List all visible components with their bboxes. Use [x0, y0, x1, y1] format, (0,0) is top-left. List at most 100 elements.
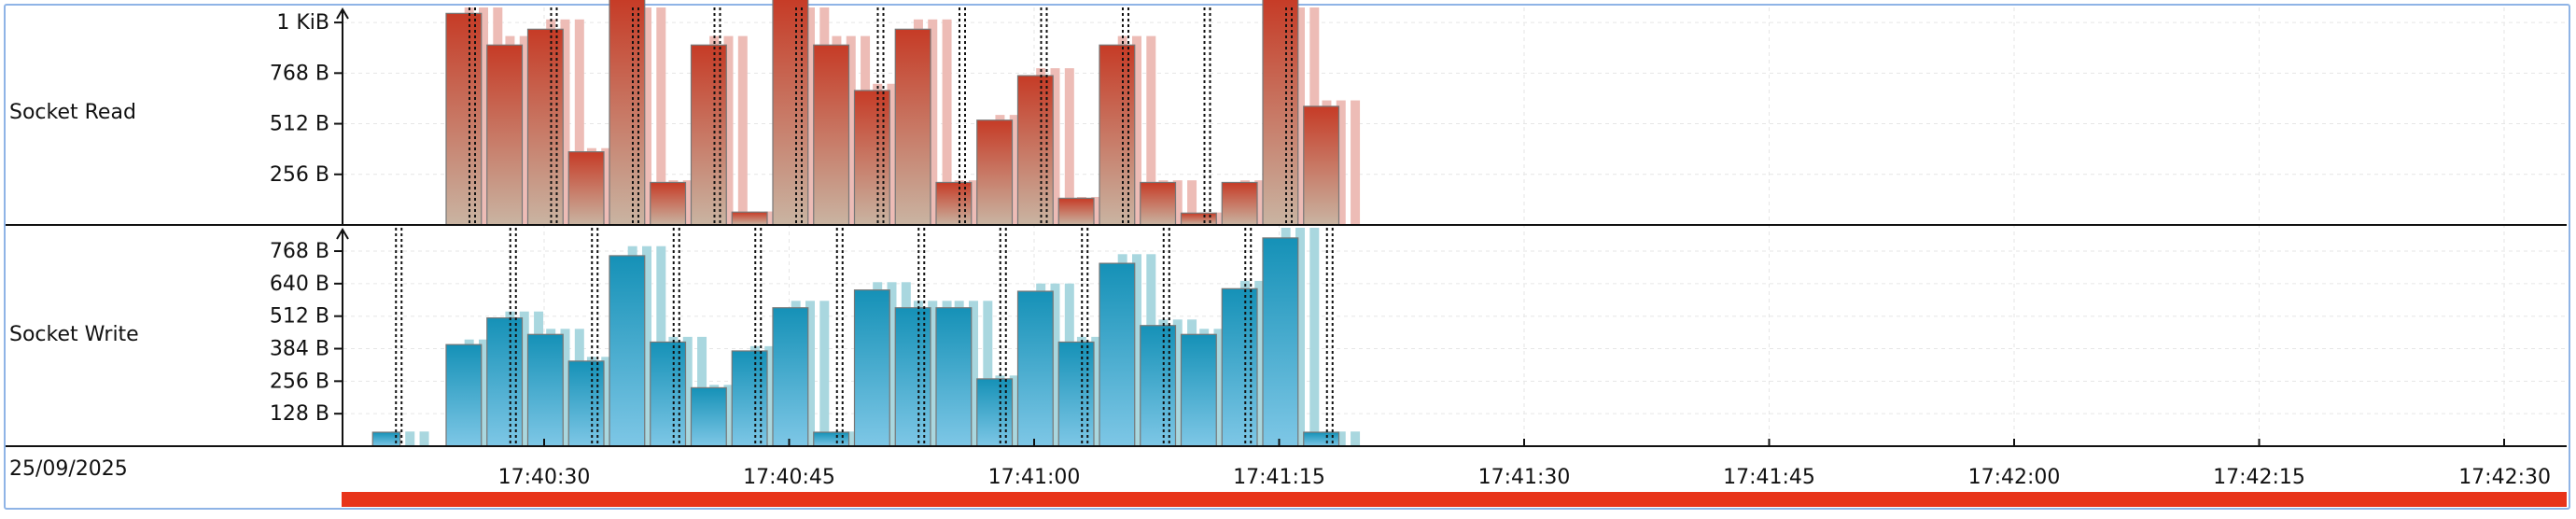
read-activity-line	[574, 19, 584, 225]
write-activity-line	[723, 385, 734, 446]
read-bar	[813, 44, 850, 226]
write-ytick-label: 384 B	[270, 338, 329, 361]
write-bar	[650, 341, 687, 447]
write-bar	[1221, 288, 1258, 447]
read-ytick-label: 512 B	[270, 113, 329, 136]
write-bar	[371, 431, 401, 447]
write-activity-line	[1351, 431, 1361, 446]
write-bar	[1140, 325, 1177, 447]
write-bar	[567, 360, 605, 447]
read-bar	[1180, 212, 1217, 226]
write-activity-line	[805, 301, 815, 446]
write-activity-line	[682, 336, 693, 446]
write-y-axis-arrow	[336, 228, 349, 240]
write-bar	[1262, 237, 1299, 447]
write-activity-line	[819, 301, 830, 446]
x-tick-label: 17:41:15	[1233, 466, 1325, 489]
row-label-socket-write: Socket Write	[9, 323, 139, 346]
x-tick-label: 17:42:00	[1968, 466, 2061, 489]
read-activity-line	[519, 35, 529, 225]
write-activity-line	[1132, 254, 1141, 446]
write-ytick-label: 512 B	[270, 305, 329, 329]
read-activity-line	[479, 7, 488, 225]
read-bar	[935, 181, 973, 226]
write-bar	[772, 307, 809, 447]
write-ytick-label: 768 B	[270, 240, 329, 263]
read-activity-line	[805, 7, 815, 225]
read-activity-line	[969, 180, 978, 225]
write-activity-line	[1254, 280, 1265, 446]
read-activity-line	[1351, 100, 1361, 226]
read-activity-line	[1172, 180, 1183, 225]
gridlines	[343, 7, 2567, 446]
read-activity-line	[1213, 212, 1224, 225]
write-bar	[731, 350, 768, 447]
write-activity-line	[969, 301, 978, 446]
write-activity-line	[1295, 228, 1305, 446]
write-bar	[1303, 431, 1340, 447]
write-activity-line	[928, 301, 938, 446]
bars	[371, 0, 1340, 447]
read-bar	[853, 90, 890, 226]
write-activity-line	[1309, 228, 1320, 446]
write-activity-line	[601, 357, 611, 446]
read-bar	[650, 181, 687, 226]
write-activity-line	[887, 282, 897, 446]
row-label-socket-read: Socket Read	[9, 101, 136, 124]
write-bar	[976, 378, 1014, 447]
axes	[6, 7, 2567, 447]
read-activity-line	[737, 35, 748, 225]
read-activity-line	[1132, 35, 1141, 225]
read-activity-line	[601, 147, 611, 225]
write-bar	[609, 255, 646, 447]
read-activity-line	[846, 35, 856, 225]
read-bar	[1303, 105, 1340, 226]
write-activity-line	[419, 431, 429, 446]
read-ytick-label: 1 KiB	[276, 11, 329, 35]
read-bar	[772, 0, 809, 226]
read-bar	[976, 119, 1014, 226]
write-bar	[1016, 290, 1054, 447]
read-activity-line	[1146, 35, 1156, 225]
date-label: 25/09/2025	[9, 457, 128, 481]
read-bar	[1099, 44, 1136, 226]
write-ytick-label: 128 B	[270, 402, 329, 426]
x-tick-label: 17:40:45	[743, 466, 835, 489]
event-markers	[395, 7, 1334, 446]
read-activity-line	[942, 19, 952, 225]
write-activity-line	[983, 301, 993, 446]
read-bar	[609, 0, 646, 226]
read-activity-line	[1187, 180, 1197, 225]
write-ytick-label: 640 B	[270, 273, 329, 296]
timeline-range-bar[interactable]	[342, 492, 2567, 507]
read-activity-line	[1050, 68, 1060, 225]
read-activity-line	[1336, 100, 1346, 226]
read-activity-line	[928, 19, 938, 225]
read-activity-line	[656, 7, 666, 225]
write-activity-line	[1009, 375, 1019, 446]
write-activity-line	[1213, 329, 1224, 446]
read-ytick-label: 256 B	[270, 163, 329, 187]
read-activity-line	[1064, 68, 1074, 225]
read-bar	[526, 28, 564, 226]
read-activity-line	[682, 180, 693, 225]
read-activity-line	[642, 7, 651, 225]
write-activity-line	[560, 329, 570, 446]
read-bar	[1221, 181, 1258, 226]
write-bar	[445, 344, 483, 447]
read-bar	[567, 151, 605, 226]
read-bar	[731, 211, 768, 226]
x-tick-label: 17:42:30	[2458, 466, 2551, 489]
read-activity-line	[560, 19, 570, 225]
x-tick-label: 17:41:30	[1478, 466, 1571, 489]
read-bar	[690, 44, 727, 226]
write-bar	[813, 431, 850, 447]
write-bar	[1180, 333, 1217, 447]
write-activity-line	[519, 311, 529, 446]
read-bar	[1140, 181, 1177, 226]
read-activity-line	[764, 211, 775, 225]
write-bar	[853, 289, 890, 447]
read-activity-line	[723, 35, 734, 225]
read-ytick-label: 768 B	[270, 62, 329, 85]
